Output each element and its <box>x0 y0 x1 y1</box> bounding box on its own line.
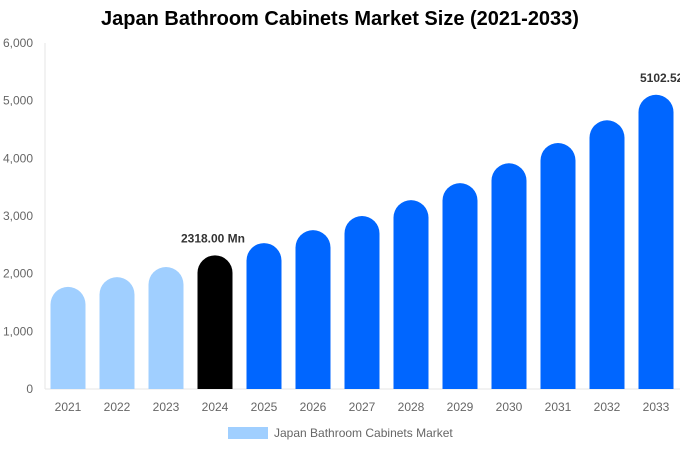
legend-label: Japan Bathroom Cabinets Market <box>274 426 453 440</box>
y-tick-label: 1,000 <box>3 324 33 338</box>
bar-2028[interactable] <box>393 200 429 389</box>
x-tick-label: 2030 <box>496 400 523 414</box>
x-tick-label: 2024 <box>202 400 229 414</box>
y-tick-label: 6,000 <box>3 36 33 50</box>
x-tick-label: 2032 <box>594 400 621 414</box>
bar-2029[interactable] <box>442 183 478 389</box>
x-tick-label: 2026 <box>300 400 327 414</box>
x-tick-label: 2022 <box>104 400 131 414</box>
bar-2027[interactable] <box>344 216 380 389</box>
bar-2021[interactable] <box>50 286 86 389</box>
legend[interactable]: Japan Bathroom Cabinets Market <box>228 426 453 440</box>
bar-2031[interactable] <box>540 143 576 389</box>
x-tick-label: 2027 <box>349 400 376 414</box>
y-tick-label: 5,000 <box>3 94 33 108</box>
bar-2030[interactable] <box>491 163 527 389</box>
chart-title: Japan Bathroom Cabinets Market Size (202… <box>101 8 579 30</box>
y-tick-label: 4,000 <box>3 151 33 165</box>
y-tick-label: 2,000 <box>3 267 33 281</box>
bar-2025[interactable] <box>246 243 282 389</box>
x-tick-label: 2023 <box>153 400 180 414</box>
data-label: 2318.00 Mn <box>181 231 245 245</box>
x-tick-label: 2029 <box>447 400 474 414</box>
bar-2024[interactable] <box>197 255 233 389</box>
bar-2032[interactable] <box>589 120 625 390</box>
bar-2023[interactable] <box>148 267 184 389</box>
y-tick-label: 0 <box>26 382 33 396</box>
x-tick-label: 2025 <box>251 400 278 414</box>
x-tick-label: 2021 <box>55 400 82 414</box>
x-tick-label: 2031 <box>545 400 572 414</box>
x-tick-label: 2028 <box>398 400 425 414</box>
legend-swatch <box>228 427 268 439</box>
x-tick-label: 2033 <box>643 400 670 414</box>
y-tick-label: 3,000 <box>3 209 33 223</box>
bar-2022[interactable] <box>99 277 135 389</box>
bar-2033[interactable] <box>638 94 674 390</box>
bar-2026[interactable] <box>295 230 331 389</box>
data-label: 5102.52 Mn <box>640 71 680 85</box>
